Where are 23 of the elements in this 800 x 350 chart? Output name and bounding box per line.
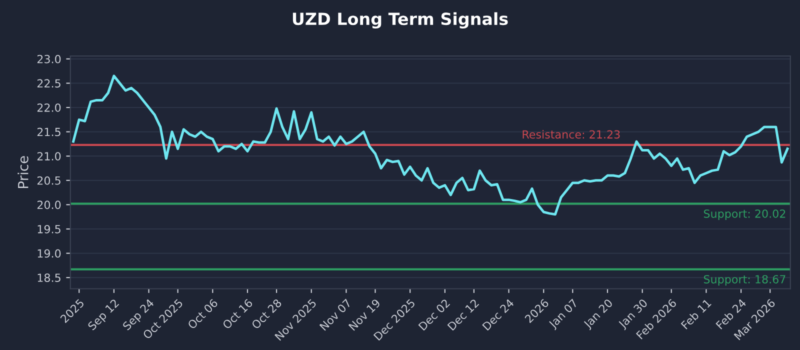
y-tick-label: 21.5 — [37, 128, 60, 136]
x-tick-label: Sep 12 — [87, 298, 121, 332]
ref-line-label: Support: 20.02 — [704, 209, 786, 220]
y-tick-label: 19.0 — [38, 249, 61, 258]
y-tick-label: 19.5 — [38, 224, 60, 234]
x-tick-label: Jan 20 — [582, 298, 615, 330]
x-tick-label: Oct 16 — [222, 298, 254, 330]
y-tick-label: 22.5 — [37, 79, 60, 88]
x-tick-label: Oct 28 — [251, 298, 282, 330]
x-tick-label: Oct 06 — [187, 298, 218, 330]
x-tick-label: Dec 24 — [482, 298, 514, 331]
x-tick-label: Feb 11 — [680, 298, 712, 330]
y-tick-label: 20.5 — [37, 176, 60, 185]
y-tick-label: 20.0 — [37, 200, 61, 210]
ref-line-label: Support: 18.67 — [704, 275, 786, 286]
y-tick-label: 22.0 — [37, 103, 61, 112]
y-axis-title: Price — [18, 156, 28, 188]
ref-line-label: Resistance: 21.23 — [522, 130, 620, 139]
y-tick-label: 23.0 — [37, 54, 61, 64]
y-tick-label: 21.0 — [37, 152, 61, 160]
x-tick-label: Jan 07 — [548, 298, 580, 330]
y-tick-label: 18.5 — [38, 274, 60, 282]
chart-title: UZD Long Term Signals — [292, 12, 508, 29]
